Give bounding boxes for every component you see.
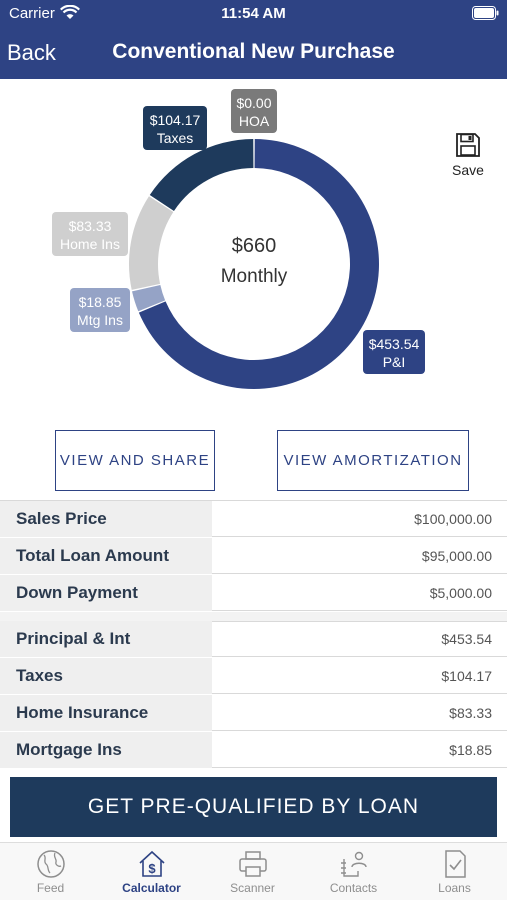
- row-value: $5,000.00: [429, 585, 492, 601]
- label-hoa-category: HOA: [239, 113, 270, 129]
- floppy-disk-icon: [456, 133, 480, 157]
- page-title: Conventional New Purchase: [112, 40, 395, 63]
- header: Carrier 11:54 AM Back Conventional New P…: [0, 0, 507, 79]
- row-label: Total Loan Amount: [0, 538, 212, 574]
- donut-slices: [129, 139, 379, 390]
- row-value: $453.54: [441, 631, 492, 647]
- tab-loans[interactable]: Loans: [404, 843, 505, 900]
- center-amount: $660: [232, 235, 277, 257]
- save-button[interactable]: Save: [444, 132, 492, 178]
- row-label: Sales Price: [0, 501, 212, 537]
- table-row: Taxes $104.17: [0, 658, 507, 694]
- tab-label: Scanner: [230, 881, 275, 895]
- label-taxes: $104.17 Taxes: [143, 106, 207, 150]
- save-label: Save: [452, 162, 484, 178]
- house-dollar-icon: $: [138, 850, 165, 877]
- table-row: Down Payment $5,000.00: [0, 575, 507, 611]
- center-label: Monthly: [221, 266, 288, 287]
- label-pi: $453.54 P&I: [363, 330, 425, 374]
- row-label: Taxes: [0, 658, 212, 694]
- label-pi-category: P&I: [383, 354, 406, 370]
- row-value: $95,000.00: [421, 548, 492, 564]
- label-mtg-ins: $18.85 Mtg Ins: [70, 288, 130, 332]
- table-row: Home Insurance $83.33: [0, 695, 507, 731]
- label-mtg-ins-category: Mtg Ins: [77, 312, 123, 328]
- tab-label: Calculator: [122, 881, 181, 895]
- slice-taxes: [149, 139, 254, 211]
- contacts-icon: [340, 851, 367, 877]
- back-button[interactable]: Back: [7, 40, 56, 65]
- table-row: Mortgage Ins $18.85: [0, 732, 507, 768]
- row-value: $100,000.00: [414, 511, 492, 527]
- row-value: $18.85: [449, 742, 492, 758]
- checklist-icon: [444, 850, 466, 878]
- label-home-ins: $83.33 Home Ins: [52, 212, 128, 256]
- label-taxes-category: Taxes: [157, 130, 194, 146]
- svg-text:$: $: [148, 861, 156, 876]
- table-row: Principal & Int $453.54: [0, 621, 507, 657]
- get-pre-qualified-button[interactable]: GET PRE-QUALIFIED BY LOAN: [10, 777, 497, 837]
- row-label: Principal & Int: [0, 621, 212, 657]
- view-amortization-button[interactable]: VIEW AMORTIZATION: [277, 430, 469, 491]
- wifi-icon: [60, 5, 80, 19]
- table-row: Total Loan Amount $95,000.00: [0, 538, 507, 574]
- tab-label: Contacts: [329, 881, 378, 895]
- status-bar: Carrier 11:54 AM: [0, 0, 507, 28]
- row-value: $83.33: [449, 705, 492, 721]
- row-label: Down Payment: [0, 575, 212, 611]
- carrier-label: Carrier: [9, 5, 55, 22]
- clock: 11:54 AM: [221, 5, 286, 22]
- printer-icon: [238, 851, 267, 877]
- battery-icon: [472, 6, 499, 20]
- label-pi-value: $453.54: [369, 336, 420, 352]
- label-mtg-ins-value: $18.85: [79, 294, 122, 310]
- globe-icon: [36, 850, 65, 878]
- divider: [0, 500, 507, 501]
- row-value: $104.17: [441, 668, 492, 684]
- tab-label: Feed: [36, 881, 65, 895]
- tab-label: Loans: [438, 881, 471, 895]
- tab-contacts[interactable]: Contacts: [303, 843, 404, 900]
- label-taxes-value: $104.17: [150, 112, 201, 128]
- tab-bar: Feed $ Calculator Scanner Contacts Lo: [0, 842, 507, 900]
- slice-home-ins: [129, 196, 174, 290]
- view-and-share-button[interactable]: VIEW AND SHARE: [55, 430, 215, 491]
- payment-chart: $660 Monthly $453.54 P&I $18.85 Mtg Ins $83.…: [0, 79, 507, 419]
- donut-chart: $660 Monthly $453.54 P&I $18.85 Mtg Ins $83.…: [52, 89, 425, 390]
- row-label: Home Insurance: [0, 695, 212, 731]
- label-hoa: $0.00 HOA: [231, 89, 277, 133]
- label-home-ins-category: Home Ins: [60, 236, 120, 252]
- tab-feed[interactable]: Feed: [0, 843, 101, 900]
- section-separator: [0, 612, 507, 622]
- label-home-ins-value: $83.33: [69, 218, 112, 234]
- tab-calculator[interactable]: $ Calculator: [101, 843, 202, 900]
- donut-labels: $453.54 P&I $18.85 Mtg Ins $83.33 Home Ins $10…: [52, 89, 425, 374]
- row-label: Mortgage Ins: [0, 732, 212, 768]
- table-row: Sales Price $100,000.00: [0, 501, 507, 537]
- tab-scanner[interactable]: Scanner: [202, 843, 303, 900]
- label-hoa-value: $0.00: [236, 95, 271, 111]
- slice-mtg-ins: [132, 284, 166, 312]
